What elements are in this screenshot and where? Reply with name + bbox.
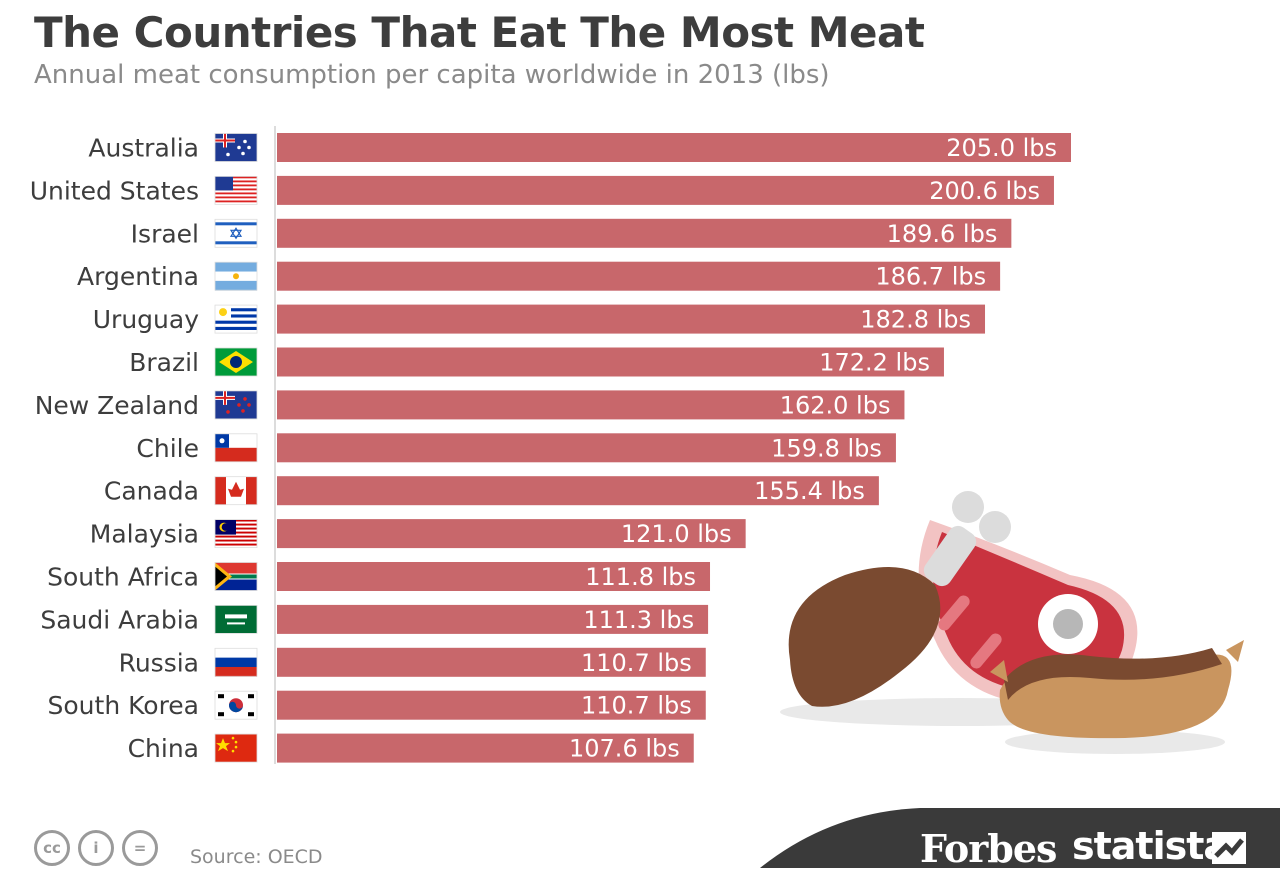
- flag-argentina-icon: [214, 261, 258, 291]
- bar-chile: [277, 433, 896, 463]
- no-derivatives-icon[interactable]: =: [122, 830, 158, 866]
- bar-united-states: [277, 175, 1054, 205]
- bar-south-africa: [277, 562, 711, 591]
- country-label-united-states: United States: [30, 176, 199, 205]
- bar-new-zealand: [277, 390, 905, 420]
- country-label-saudi-arabia: Saudi Arabia: [40, 605, 199, 634]
- country-label-south-africa: South Africa: [47, 563, 199, 592]
- country-label-uruguay: Uruguay: [93, 305, 199, 334]
- bar-brazil: [277, 347, 944, 377]
- bar-uruguay: [277, 304, 986, 334]
- bar-china: [277, 733, 694, 763]
- statista-logo[interactable]: statista: [1072, 824, 1229, 868]
- value-label-china: 107.6 lbs: [569, 735, 680, 763]
- value-label-australia: 205.0 lbs: [946, 134, 1057, 162]
- bar-israel: [277, 218, 1012, 248]
- country-label-brazil: Brazil: [129, 348, 199, 377]
- bar-malaysia: [277, 519, 746, 549]
- creative-commons-icon[interactable]: cc: [34, 830, 70, 866]
- country-label-israel: Israel: [131, 219, 199, 248]
- country-label-canada: Canada: [104, 477, 199, 506]
- flag-israel-icon: [214, 218, 258, 248]
- flag-saudi-arabia-icon: [214, 605, 258, 634]
- bar-canada: [277, 476, 879, 506]
- flags-group: [214, 133, 258, 763]
- country-label-new-zealand: New Zealand: [35, 391, 199, 420]
- value-label-brazil: 172.2 lbs: [819, 349, 930, 377]
- value-label-uruguay: 182.8 lbs: [860, 306, 971, 334]
- bar-argentina: [277, 261, 1001, 291]
- chart-title: The Countries That Eat The Most Meat: [34, 8, 925, 57]
- country-labels-group: Australia United States Israel Argentina Uru…: [30, 134, 200, 764]
- bar-australia: [277, 133, 1071, 162]
- license-icons: cc i =: [34, 830, 158, 866]
- flag-chile-icon: [214, 433, 258, 463]
- value-label-new-zealand: 162.0 lbs: [780, 391, 891, 419]
- value-label-israel: 189.6 lbs: [887, 220, 998, 248]
- flag-china-icon: [214, 733, 258, 763]
- value-label-argentina: 186.7 lbs: [875, 263, 986, 291]
- value-label-united-states: 200.6 lbs: [929, 177, 1040, 205]
- flag-russia-icon: [214, 647, 258, 677]
- value-label-saudi-arabia: 111.3 lbs: [583, 606, 694, 634]
- value-label-chile: 159.8 lbs: [771, 434, 882, 462]
- source-note: Source: OECD: [190, 846, 323, 868]
- bar-russia: [277, 647, 706, 677]
- flag-australia-icon: [214, 133, 258, 162]
- bars-group: [277, 133, 1071, 763]
- bar-saudi-arabia: [277, 604, 709, 634]
- flag-malaysia-icon: [214, 519, 258, 548]
- country-label-china: China: [128, 734, 199, 763]
- flag-united-states-icon: [214, 175, 258, 205]
- flag-canada-icon: [214, 476, 258, 506]
- chart-subtitle: Annual meat consumption per capita world…: [34, 60, 830, 90]
- meat-illustration: [780, 491, 1244, 754]
- country-label-argentina: Argentina: [77, 262, 199, 291]
- flag-new-zealand-icon: [214, 390, 258, 420]
- statista-mark-icon: [1212, 832, 1246, 864]
- value-label-canada: 155.4 lbs: [754, 477, 865, 505]
- country-label-russia: Russia: [119, 648, 199, 677]
- value-labels-group: 205.0 lbs 200.6 lbs 189.6 lbs 186.7 lbs 182.…: [569, 134, 1057, 763]
- country-label-south-korea: South Korea: [48, 691, 199, 720]
- value-label-south-korea: 110.7 lbs: [581, 692, 692, 720]
- flag-uruguay-icon: [214, 304, 258, 334]
- value-label-south-africa: 111.8 lbs: [585, 563, 696, 591]
- value-label-russia: 110.7 lbs: [581, 649, 692, 677]
- forbes-logo[interactable]: Forbes: [920, 826, 1057, 871]
- country-label-chile: Chile: [136, 434, 199, 463]
- flag-south-africa-icon: [214, 562, 258, 591]
- attribution-icon[interactable]: i: [78, 830, 114, 866]
- country-label-australia: Australia: [88, 134, 199, 163]
- flag-brazil-icon: [214, 347, 258, 377]
- country-label-malaysia: Malaysia: [90, 520, 199, 549]
- flag-south-korea-icon: [214, 690, 258, 720]
- bar-south-korea: [277, 690, 706, 720]
- value-label-malaysia: 121.0 lbs: [621, 520, 732, 548]
